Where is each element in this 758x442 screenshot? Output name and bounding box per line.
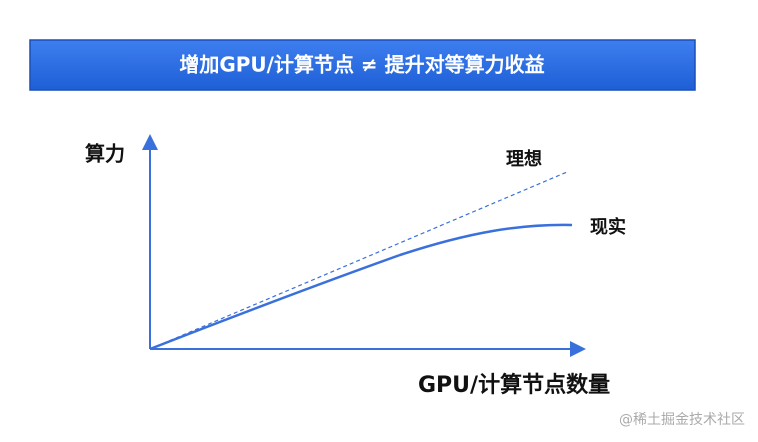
y-axis-label: 算力: [85, 142, 125, 166]
ideal-line: [149, 171, 568, 350]
x-axis-label: GPU/计算节点数量: [418, 372, 610, 398]
real-curve: [149, 223, 573, 351]
watermark: @稀土掘金技术社区: [619, 412, 745, 428]
title-banner: [29, 39, 696, 91]
real-label: 现实: [590, 216, 626, 238]
ideal-label: 理想: [506, 148, 542, 170]
title: 增加GPU/计算节点 ≠ 提升对等算力收益: [179, 53, 544, 77]
